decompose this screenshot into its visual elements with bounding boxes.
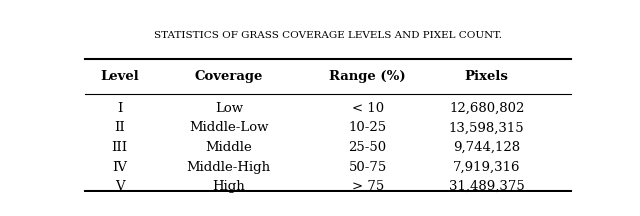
Text: > 75: > 75: [351, 180, 384, 193]
Text: STATISTICS OF GRASS COVERAGE LEVELS AND PIXEL COUNT.: STATISTICS OF GRASS COVERAGE LEVELS AND …: [154, 31, 502, 40]
Text: Level: Level: [100, 70, 139, 83]
Text: 25-50: 25-50: [349, 141, 387, 154]
Text: Low: Low: [215, 102, 243, 115]
Text: V: V: [115, 180, 125, 193]
Text: 13,598,315: 13,598,315: [449, 121, 525, 134]
Text: Range (%): Range (%): [330, 70, 406, 83]
Text: Middle: Middle: [205, 141, 252, 154]
Text: 9,744,128: 9,744,128: [453, 141, 520, 154]
Text: Middle-High: Middle-High: [187, 161, 271, 174]
Text: 10-25: 10-25: [349, 121, 387, 134]
Text: 12,680,802: 12,680,802: [449, 102, 524, 115]
Text: Middle-Low: Middle-Low: [189, 121, 269, 134]
Text: I: I: [117, 102, 122, 115]
Text: Coverage: Coverage: [195, 70, 263, 83]
Text: III: III: [111, 141, 128, 154]
Text: IV: IV: [112, 161, 127, 174]
Text: 7,919,316: 7,919,316: [453, 161, 520, 174]
Text: 50-75: 50-75: [349, 161, 387, 174]
Text: 31,489,375: 31,489,375: [449, 180, 525, 193]
Text: High: High: [212, 180, 245, 193]
Text: II: II: [115, 121, 125, 134]
Text: Pixels: Pixels: [465, 70, 509, 83]
Text: < 10: < 10: [351, 102, 384, 115]
